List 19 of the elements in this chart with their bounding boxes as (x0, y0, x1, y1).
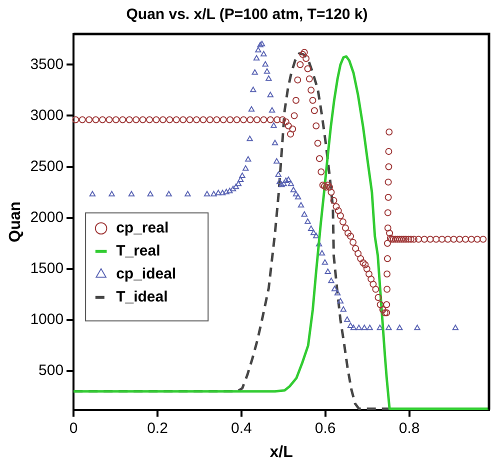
y-tick-label: 1500 (30, 260, 64, 278)
x-tick-label: 0.4 (230, 420, 252, 437)
legend-label: T_real (116, 242, 160, 260)
legend-label: cp_real (116, 220, 169, 237)
y-tick-label: 2000 (30, 208, 64, 226)
y-axis-title: Quan (7, 201, 24, 242)
legend-label: cp_ideal (116, 266, 176, 283)
chart-title: Quan vs. x/L (P=100 atm, T=120 k) (126, 6, 368, 24)
y-tick-label: 500 (38, 362, 64, 380)
x-tick-label: 0.2 (147, 420, 168, 437)
legend-label: T_ideal (116, 288, 168, 306)
x-tick-label: 0 (69, 420, 78, 437)
x-tick-label: 0.6 (314, 420, 336, 437)
x-tick-label: 0.8 (398, 420, 420, 437)
x-axis-title: x/L (270, 444, 294, 461)
y-tick-label: 1000 (30, 311, 64, 328)
y-tick-label: 2500 (30, 158, 64, 175)
y-tick-label: 3500 (30, 56, 64, 73)
y-tick-label: 3000 (30, 106, 64, 124)
